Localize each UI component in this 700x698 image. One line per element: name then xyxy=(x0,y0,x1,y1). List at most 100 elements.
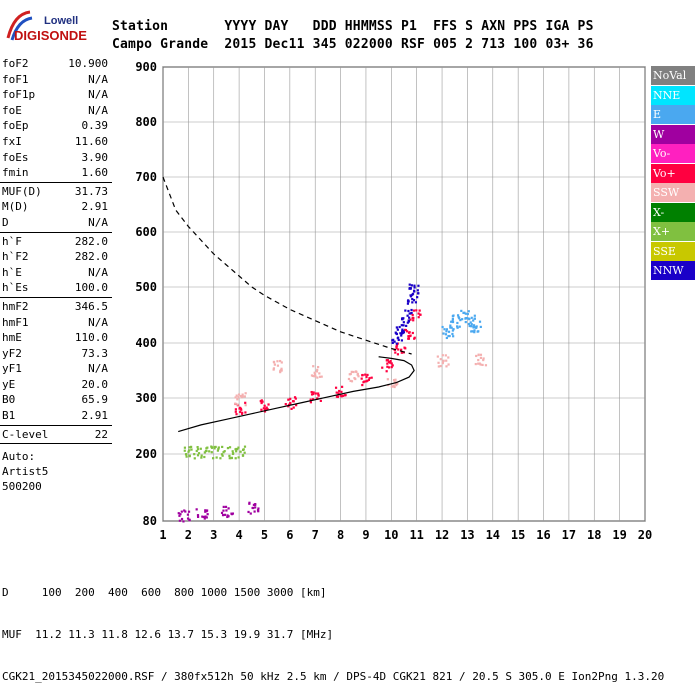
data-point xyxy=(400,324,403,327)
data-point xyxy=(241,411,244,414)
data-point xyxy=(447,335,450,338)
data-point xyxy=(405,330,409,333)
param-value: 282.0 xyxy=(74,234,108,248)
data-point xyxy=(449,326,452,329)
param-name: fmin xyxy=(2,166,29,180)
data-point xyxy=(311,398,315,401)
data-point xyxy=(338,389,341,393)
data-point xyxy=(203,451,206,454)
param-name: foF1p xyxy=(2,88,36,102)
y-tick-label: 500 xyxy=(135,280,157,294)
data-point xyxy=(289,397,292,400)
y-tick-label: 400 xyxy=(135,336,157,350)
param-name: hmE xyxy=(2,331,22,345)
data-point xyxy=(276,360,279,363)
data-point xyxy=(187,450,190,453)
data-point xyxy=(366,379,369,382)
data-point xyxy=(349,372,352,376)
data-point xyxy=(216,449,220,452)
data-point xyxy=(464,312,467,315)
param-row: foE N/A xyxy=(0,103,112,119)
y-tick-label: 80 xyxy=(143,514,157,528)
data-point xyxy=(392,384,395,387)
data-point xyxy=(412,309,416,312)
profile-line xyxy=(178,356,415,433)
data-point xyxy=(284,403,287,406)
data-point xyxy=(234,408,237,411)
param-value: N/A xyxy=(88,315,108,329)
data-point xyxy=(320,375,323,378)
data-point xyxy=(200,454,203,457)
data-point xyxy=(183,446,187,449)
data-point xyxy=(385,370,388,373)
data-point xyxy=(472,324,476,327)
data-point xyxy=(406,302,410,305)
data-point xyxy=(235,413,238,416)
data-point xyxy=(411,301,414,304)
data-point xyxy=(210,451,213,454)
data-point xyxy=(452,335,455,338)
data-point xyxy=(468,324,471,328)
param-row: hmF2 346.5 xyxy=(0,299,112,315)
y-tick-label: 200 xyxy=(135,447,157,461)
data-point xyxy=(476,330,479,333)
param-value: 11.60 xyxy=(74,134,108,148)
data-point xyxy=(452,328,455,331)
data-point xyxy=(225,509,228,512)
param-name: foE xyxy=(2,103,22,117)
data-point xyxy=(202,515,205,519)
data-point xyxy=(415,309,418,312)
data-point xyxy=(398,325,401,329)
data-point xyxy=(319,399,322,402)
x-tick-label: 15 xyxy=(511,528,525,542)
data-point xyxy=(445,359,448,362)
legend-item-vo: Vo- xyxy=(651,144,695,164)
param-value: N/A xyxy=(88,88,108,102)
data-point xyxy=(214,445,217,449)
data-point xyxy=(309,401,312,404)
data-point xyxy=(234,396,237,399)
data-point xyxy=(236,398,239,401)
data-point xyxy=(239,450,242,453)
data-point xyxy=(204,509,207,512)
data-point xyxy=(279,359,282,363)
data-point xyxy=(418,309,421,312)
data-point xyxy=(394,378,397,381)
data-point xyxy=(395,384,398,387)
plot-frame xyxy=(162,66,646,522)
data-point xyxy=(267,403,270,406)
data-point xyxy=(406,314,409,317)
data-point xyxy=(222,451,225,454)
logo-top-text: Lowell xyxy=(44,15,78,27)
data-point xyxy=(313,371,316,374)
data-point xyxy=(401,317,404,321)
data-point xyxy=(360,377,363,380)
param-divider xyxy=(0,231,112,233)
data-point xyxy=(387,366,391,369)
data-point xyxy=(450,326,453,329)
data-point xyxy=(224,505,228,508)
data-point xyxy=(263,404,266,407)
data-point xyxy=(411,331,414,335)
data-point xyxy=(199,447,202,450)
data-point xyxy=(352,370,355,374)
data-point xyxy=(335,391,338,394)
data-point xyxy=(404,328,408,332)
x-tick-label: 6 xyxy=(286,528,293,542)
data-point xyxy=(287,398,290,401)
data-point xyxy=(442,359,445,362)
data-point xyxy=(441,325,444,329)
legend-item-nnw: NNW xyxy=(651,261,695,281)
data-point xyxy=(477,362,480,365)
data-point xyxy=(314,375,317,378)
data-point xyxy=(412,299,416,302)
data-point xyxy=(316,368,319,371)
data-point xyxy=(397,338,400,342)
x-tick-label: 9 xyxy=(362,528,369,542)
data-point xyxy=(362,381,365,384)
data-point xyxy=(188,446,191,449)
data-point xyxy=(407,335,410,338)
data-point xyxy=(484,364,488,367)
data-point xyxy=(416,296,419,299)
data-point xyxy=(261,400,264,403)
